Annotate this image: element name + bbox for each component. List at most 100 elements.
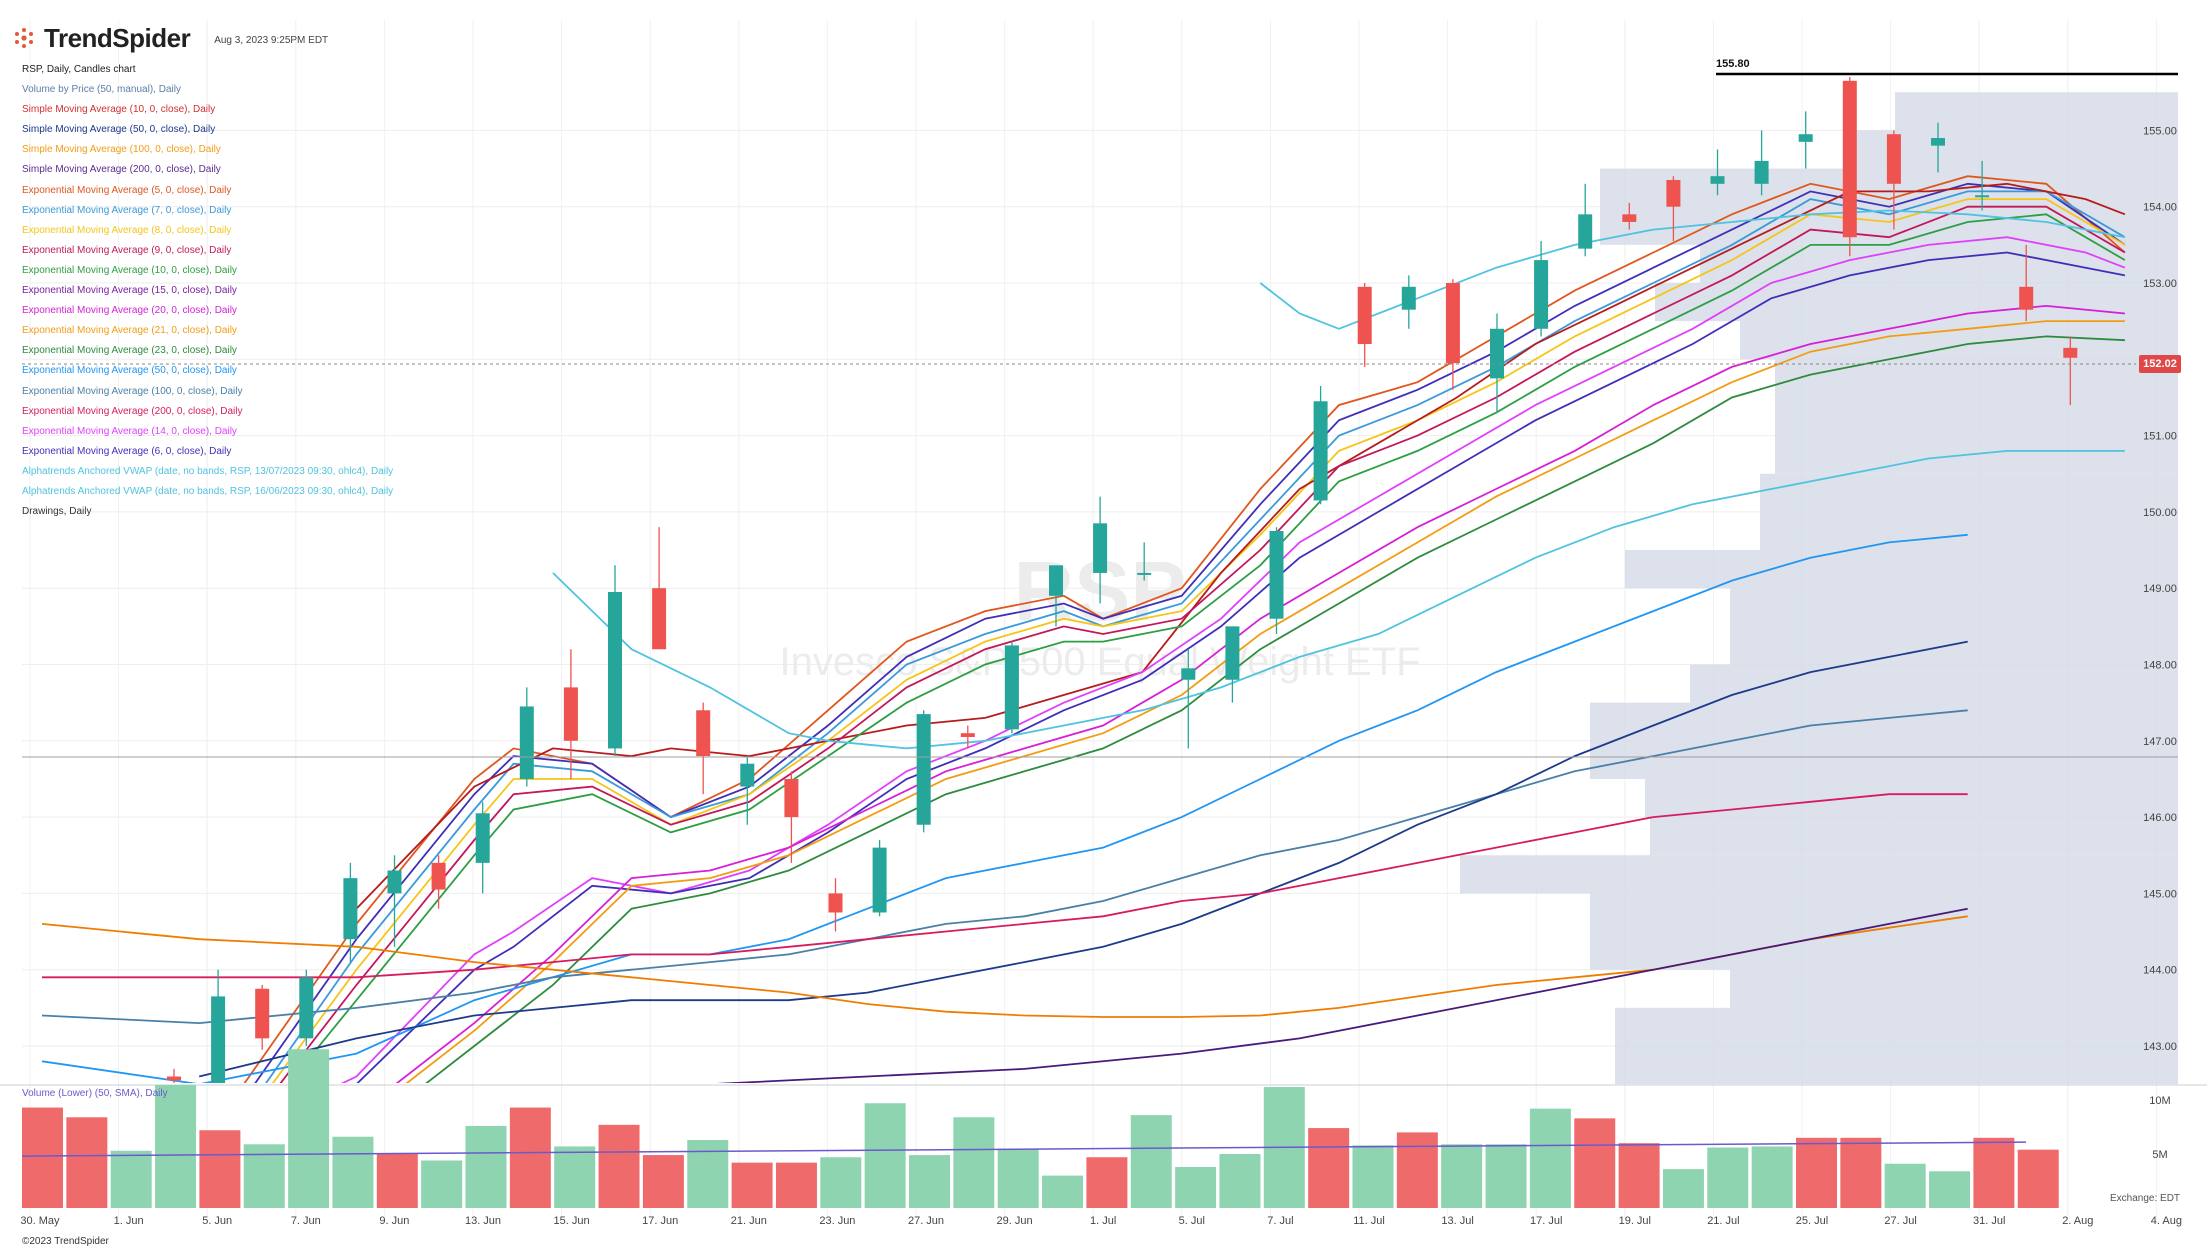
brand-logo-text: TrendSpider — [44, 22, 191, 53]
legend-item[interactable]: Exponential Moving Average (10, 0, close… — [22, 264, 237, 276]
vbp-bar — [1460, 855, 2178, 894]
candle-body — [211, 996, 226, 1083]
time-tick-label: 27. Jul — [1884, 1215, 1916, 1227]
legend-item[interactable]: Exponential Moving Average (200, 0, clos… — [22, 405, 243, 417]
volume-bar — [465, 1125, 507, 1208]
legend-item[interactable]: Exponential Moving Average (7, 0, close)… — [22, 204, 232, 216]
volume-bar — [1485, 1144, 1527, 1208]
legend-item[interactable]: Exponential Moving Average (9, 0, close)… — [22, 244, 232, 256]
volume-bar — [1130, 1115, 1172, 1208]
indicator-line-ema-6 — [254, 182, 2126, 1083]
vbp-bar — [1615, 1007, 2178, 1046]
volume-bar — [1618, 1143, 1660, 1208]
vbp-bar — [1895, 92, 2178, 131]
current-price-label: 152.02 — [2139, 355, 2181, 373]
vbp-bar — [1775, 359, 2178, 398]
candle-body — [828, 893, 843, 913]
volume-bar — [1796, 1137, 1837, 1208]
legend-item[interactable]: Simple Moving Average (100, 0, close), D… — [22, 144, 221, 156]
legend-item[interactable]: Simple Moving Average (10, 0, close), Da… — [22, 104, 216, 116]
volume-bar — [1396, 1132, 1438, 1208]
legend-item[interactable]: Volume by Price (50, manual), Daily — [22, 84, 181, 96]
candle-body — [1578, 214, 1593, 249]
price-tick-label: 146.00 — [2143, 812, 2177, 824]
candle-body — [1666, 179, 1681, 207]
vbp-bar — [1760, 473, 2178, 512]
candle-body — [696, 710, 711, 757]
legend-item[interactable]: Exponential Moving Average (100, 0, clos… — [22, 385, 243, 397]
indicator-line-ema-14 — [340, 236, 2126, 1083]
volume-bar — [421, 1160, 463, 1208]
candle-body — [519, 706, 534, 779]
indicator-legend[interactable]: RSP, Daily, Candles chart Volume by Price… — [22, 60, 393, 522]
legend-item[interactable]: Exponential Moving Average (50, 0, close… — [22, 365, 237, 377]
indicator-line-ema-50 — [41, 533, 1968, 1083]
indicator-line-ema-8 — [271, 198, 2126, 1083]
legend-item[interactable]: Alphatrends Anchored VWAP (date, no band… — [22, 485, 394, 497]
volume-bar — [1574, 1118, 1616, 1208]
candle-body — [343, 878, 358, 940]
time-tick-label: 11. Jul — [1353, 1215, 1385, 1227]
time-tick-label: 4. Aug — [2151, 1215, 2182, 1227]
legend-item[interactable]: Exponential Moving Average (23, 0, close… — [22, 345, 237, 357]
vbp-bar — [1730, 626, 2178, 665]
volume-legend[interactable]: Volume (Lower) (50, SMA), Daily — [22, 1088, 168, 1099]
time-tick-label: 15. Jun — [554, 1215, 590, 1227]
legend-item[interactable]: Drawings, Daily — [22, 506, 92, 518]
vbp-bar — [1615, 1046, 2178, 1085]
price-tick-label: 144.00 — [2143, 965, 2177, 977]
vbp-bar — [1590, 702, 2178, 741]
legend-item[interactable]: RSP, Daily, Candles chart — [22, 64, 136, 75]
volume-bars — [21, 1049, 2059, 1208]
candle-body — [167, 1076, 181, 1081]
volume-sma-line — [21, 1141, 2027, 1157]
vbp-bar — [1740, 321, 2178, 360]
legend-item[interactable]: Exponential Moving Average (8, 0, close)… — [22, 224, 232, 236]
vbp-bar — [1730, 588, 2178, 627]
legend-item[interactable]: Simple Moving Average (50, 0, close), Da… — [22, 124, 216, 136]
candle-body — [1401, 286, 1416, 310]
volume-tick-label: 10M — [2149, 1095, 2170, 1107]
time-tick-label: 17. Jul — [1530, 1215, 1562, 1227]
time-tick-label: 7. Jul — [1267, 1215, 1293, 1227]
price-tick-label: 149.00 — [2143, 583, 2177, 595]
vbp-bar — [1850, 130, 2178, 169]
candle-body — [1049, 565, 1063, 596]
legend-item[interactable]: Exponential Moving Average (20, 0, close… — [22, 305, 237, 317]
candle-body — [872, 847, 887, 913]
volume-bar — [509, 1107, 551, 1208]
candle-body — [387, 870, 402, 894]
legend-item[interactable]: Exponential Moving Average (5, 0, close)… — [22, 184, 232, 196]
price-tick-label: 151.00 — [2143, 431, 2177, 443]
legend-item[interactable]: Exponential Moving Average (21, 0, close… — [22, 325, 237, 337]
legend-item[interactable]: Exponential Moving Average (14, 0, close… — [22, 425, 237, 437]
time-tick-label: 17. Jun — [642, 1215, 678, 1227]
price-tick-label: 150.00 — [2143, 507, 2177, 519]
price-tick-label: 155.00 — [2143, 125, 2177, 137]
volume-bar — [332, 1136, 374, 1208]
time-tick-label: 27. Jun — [908, 1215, 944, 1227]
candle-body — [608, 592, 622, 749]
vbp-bar — [1590, 893, 2178, 932]
price-tick-label: 148.00 — [2143, 660, 2177, 672]
candle-body — [1622, 214, 1637, 222]
volume-bar — [1529, 1108, 1571, 1208]
legend-item[interactable]: Exponential Moving Average (6, 0, close)… — [22, 445, 232, 457]
time-axis: 30. May 1. Jun 5. Jun 7. Jun 9. Jun 13. Jun 15… — [20, 1215, 2182, 1227]
candle-body — [1798, 134, 1813, 142]
legend-item[interactable]: Exponential Moving Average (15, 0, close… — [22, 285, 237, 297]
volume-bar — [1707, 1147, 1749, 1208]
price-tick-label: 154.00 — [2143, 202, 2177, 214]
candlestick-series — [167, 76, 2078, 1083]
exchange-label: Exchange: EDT — [2110, 1193, 2181, 1204]
volume-bar — [1086, 1157, 1128, 1208]
legend-item[interactable]: Simple Moving Average (200, 0, close), D… — [22, 164, 221, 176]
time-tick-label: 29. Jun — [997, 1215, 1033, 1227]
legend-item[interactable]: Alphatrends Anchored VWAP (date, no band… — [22, 465, 394, 477]
candle-body — [1004, 645, 1019, 730]
time-tick-label: 2. Aug — [2062, 1215, 2093, 1227]
candle-body — [1445, 283, 1460, 364]
vbp-bar — [1760, 511, 2178, 551]
volume-bar — [1308, 1128, 1350, 1208]
